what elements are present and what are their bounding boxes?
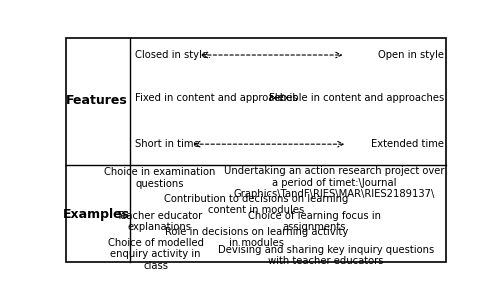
Text: Flexible in content and approaches: Flexible in content and approaches bbox=[269, 93, 444, 103]
Text: Contribution to decisions on learning
content in modules: Contribution to decisions on learning co… bbox=[164, 194, 348, 215]
Text: Teacher educator
explanations: Teacher educator explanations bbox=[116, 211, 202, 232]
Text: Features: Features bbox=[66, 94, 128, 107]
Text: Open in style: Open in style bbox=[378, 50, 444, 60]
Text: Choice of learning focus in
assignments: Choice of learning focus in assignments bbox=[248, 211, 381, 232]
Text: Choice in examination
questions: Choice in examination questions bbox=[104, 167, 215, 189]
Text: Choice of modelled
enquiry activity in
class: Choice of modelled enquiry activity in c… bbox=[108, 238, 204, 271]
Text: Fixed in content and approaches: Fixed in content and approaches bbox=[135, 93, 298, 103]
Text: Short in time: Short in time bbox=[135, 139, 200, 149]
Text: Extended time: Extended time bbox=[371, 139, 444, 149]
Text: Closed in style.: Closed in style. bbox=[135, 50, 211, 60]
Text: Undertaking an action research project over
a period of timet:\Journal
Graphics\: Undertaking an action research project o… bbox=[224, 166, 444, 199]
Text: Examples: Examples bbox=[63, 208, 130, 221]
Text: Devising and sharing key inquiry questions
with teacher educators: Devising and sharing key inquiry questio… bbox=[218, 244, 434, 266]
Text: Role in decisions on learning activity
in modules: Role in decisions on learning activity i… bbox=[164, 227, 348, 248]
